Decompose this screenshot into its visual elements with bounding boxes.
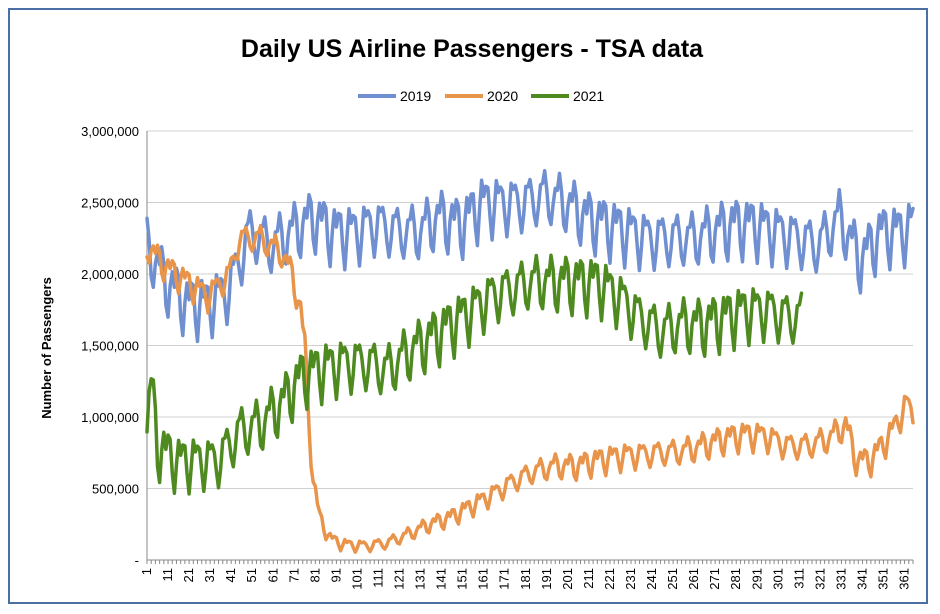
- series-layer: [145, 168, 915, 554]
- x-tick-label: 281: [728, 568, 743, 590]
- x-tick-label: 31: [202, 568, 217, 582]
- x-tick-label: 101: [349, 568, 364, 590]
- x-tick-label: 1: [139, 568, 154, 575]
- x-tick-label: 61: [265, 568, 280, 582]
- x-tick-label: 141: [434, 568, 449, 590]
- x-tick-label: 131: [413, 568, 428, 590]
- gridlines: [146, 130, 913, 561]
- x-tick-label: 241: [644, 568, 659, 590]
- x-tick-label: 321: [812, 568, 827, 590]
- x-tick-label: 201: [560, 568, 575, 590]
- x-tick-label: 221: [602, 568, 617, 590]
- x-tick-label: 111: [370, 568, 385, 588]
- x-tick-label: 301: [770, 568, 785, 590]
- x-tick-label: 341: [854, 568, 869, 590]
- x-tick-label: 51: [244, 568, 259, 582]
- y-tick-label: 500,000: [92, 482, 139, 497]
- x-tick-label: 211: [581, 568, 596, 589]
- x-axis-ticks: 1 11 21 31 41 51 61 71 81 91 101 111 121 131 141 151 161…: [139, 560, 914, 590]
- x-tick-label: 191: [539, 568, 554, 590]
- x-tick-label: 161: [476, 568, 491, 590]
- y-axis-title: Number of Passengers: [39, 277, 54, 419]
- x-tick-label: 91: [328, 568, 343, 582]
- x-tick-label: 351: [876, 568, 891, 590]
- x-tick-label: 81: [307, 568, 322, 582]
- x-tick-label: 311: [791, 568, 806, 589]
- chart-title: Daily US Airline Passengers - TSA data: [241, 35, 704, 63]
- y-tick-label: -: [135, 553, 139, 568]
- y-tick-label: 2,000,000: [81, 267, 139, 282]
- legend: 2019 2020 2021: [358, 88, 604, 104]
- x-tick-label: 21: [181, 568, 196, 582]
- y-tick-label: 2,500,000: [81, 196, 139, 211]
- x-tick-label: 261: [686, 568, 701, 590]
- x-tick-label: 171: [497, 568, 512, 590]
- x-tick-label: 151: [455, 568, 470, 590]
- x-tick-label: 71: [286, 568, 301, 582]
- y-tick-label: 3,000,000: [81, 124, 139, 139]
- x-tick-label: 271: [707, 568, 722, 590]
- x-tick-label: 251: [665, 568, 680, 590]
- y-axis-ticks: - 500,000 1,000,000 1,500,000 2,000,000 2,500…: [81, 124, 139, 568]
- series-line-2021: [145, 253, 804, 496]
- x-tick-label: 361: [897, 568, 912, 590]
- x-tick-label: 231: [623, 568, 638, 590]
- series-line-2019: [145, 168, 915, 344]
- x-tick-label: 181: [518, 568, 533, 590]
- x-tick-label: 331: [833, 568, 848, 590]
- legend-label-2021: 2021: [573, 88, 604, 104]
- x-tick-label: 11: [160, 568, 175, 582]
- series-line-2020: [145, 224, 915, 554]
- legend-label-2020: 2020: [487, 88, 518, 104]
- x-tick-label: 121: [392, 568, 407, 590]
- x-tick-label: 291: [749, 568, 764, 590]
- x-tick-label: 41: [223, 568, 238, 582]
- y-tick-label: 1,500,000: [81, 339, 139, 354]
- chart-canvas: Daily US Airline Passengers - TSA data 2…: [39, 35, 915, 590]
- legend-label-2019: 2019: [400, 88, 431, 104]
- chart-frame: Daily US Airline Passengers - TSA data 2…: [8, 8, 928, 604]
- y-tick-label: 1,000,000: [81, 410, 139, 425]
